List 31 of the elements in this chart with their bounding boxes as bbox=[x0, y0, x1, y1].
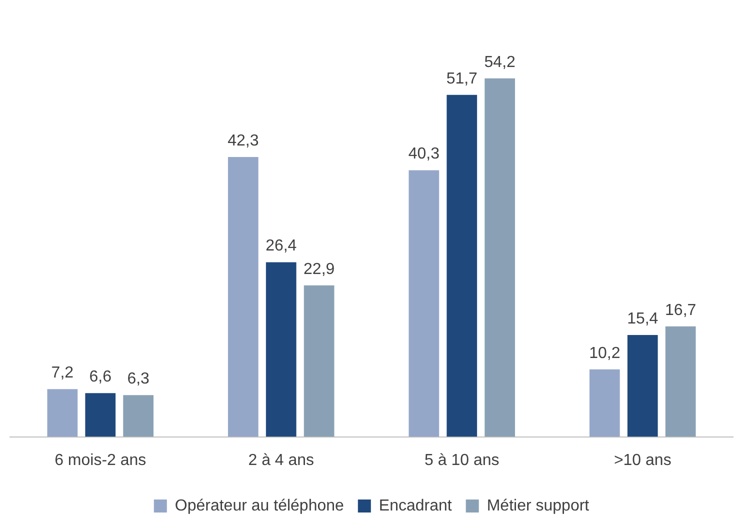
bar bbox=[408, 170, 440, 437]
data-label: 51,7 bbox=[446, 70, 478, 88]
x-tick-label: 5 à 10 ans bbox=[424, 452, 500, 469]
bar bbox=[266, 262, 296, 437]
x-tick-label: 6 mois-2 ans bbox=[54, 452, 146, 469]
bar bbox=[123, 395, 154, 437]
data-label: 16,7 bbox=[665, 302, 696, 319]
bar bbox=[304, 285, 334, 437]
data-label: 7,2 bbox=[51, 364, 74, 382]
data-label: 42,3 bbox=[228, 132, 259, 150]
data-label: 40,3 bbox=[408, 146, 440, 163]
x-tick-label: 2 à 4 ans bbox=[248, 452, 314, 469]
data-label: 54,2 bbox=[484, 54, 516, 71]
bar bbox=[589, 369, 620, 437]
bar bbox=[484, 78, 516, 437]
bar bbox=[228, 157, 258, 437]
data-label: 26,4 bbox=[266, 238, 297, 255]
legend-label: Opérateur au téléphone bbox=[174, 497, 344, 514]
bar bbox=[665, 326, 696, 437]
bar bbox=[85, 393, 116, 437]
data-label: 6,6 bbox=[89, 368, 112, 386]
bar bbox=[47, 389, 78, 437]
data-label: 6,3 bbox=[127, 370, 150, 388]
bar bbox=[627, 334, 658, 437]
data-label: 10,2 bbox=[589, 344, 620, 362]
legend-label: Encadrant bbox=[378, 497, 452, 514]
data-label: 15,4 bbox=[627, 310, 658, 328]
legend-label: Métier support bbox=[486, 497, 590, 514]
data-label: 22,9 bbox=[304, 260, 335, 278]
bar bbox=[446, 94, 478, 437]
x-tick-label: >10 ans bbox=[614, 452, 672, 469]
